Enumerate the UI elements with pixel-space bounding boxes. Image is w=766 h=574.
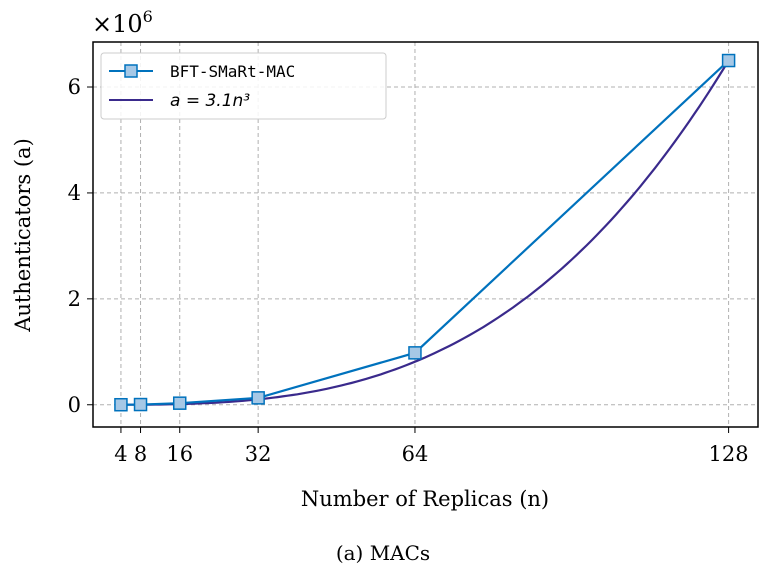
x-tick-label: 8 — [134, 442, 147, 466]
data-point — [133, 397, 148, 412]
data-point — [408, 346, 422, 360]
formula-curve — [120, 59, 730, 406]
series-layer — [114, 53, 736, 412]
y-axis-label: Authenticators (a) — [11, 138, 35, 333]
plot-frame — [92, 41, 759, 428]
data-point — [114, 397, 128, 412]
caption: (a) MACs — [336, 541, 430, 565]
x-tick-label: 64 — [402, 442, 429, 466]
legend-label-bft: BFT-SMaRt-MAC — [170, 62, 295, 81]
x-tick-label: 4 — [114, 442, 127, 466]
x-tick-label: 128 — [709, 442, 749, 466]
x-axis-label: Number of Replicas (n) — [301, 487, 549, 511]
y-tick-label: 2 — [68, 287, 81, 311]
data-point — [721, 53, 736, 68]
data-point — [172, 396, 187, 410]
y-tick-label: 6 — [68, 75, 81, 99]
legend-square-marker — [124, 64, 138, 78]
x-tick-label: 32 — [245, 442, 272, 466]
legend-label-formula: a = 3.1n³ — [170, 91, 250, 111]
y-tick-label: 0 — [68, 393, 81, 417]
y-tick-label: 4 — [68, 181, 81, 205]
legend: BFT-SMaRt-MAC a = 3.1n³ — [100, 52, 387, 120]
data-point — [251, 391, 265, 405]
x-tick-label: 16 — [166, 442, 193, 466]
y-multiplier: ×106 — [92, 7, 153, 38]
